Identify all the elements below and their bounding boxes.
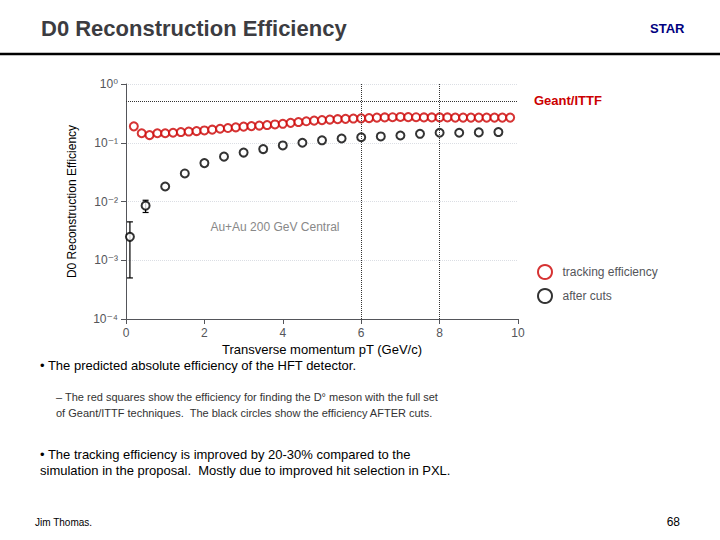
svg-text:of Geant/ITTF techniques. The: of Geant/ITTF techniques. The black circ… — [56, 407, 432, 419]
svg-text:– The red squares show the eff: – The red squares show the efficiency fo… — [56, 391, 438, 403]
svg-text:2: 2 — [201, 326, 208, 340]
svg-text:68: 68 — [667, 515, 681, 529]
svg-text:• The tracking efficiency is i: • The tracking efficiency is improved by… — [40, 447, 410, 462]
svg-text:D0 Reconstruction Efficiency: D0 Reconstruction Efficiency — [65, 125, 79, 278]
svg-text:10⁻⁴: 10⁻⁴ — [93, 312, 118, 326]
svg-text:10: 10 — [511, 326, 525, 340]
svg-text:D0 Reconstruction Efficiency: D0 Reconstruction Efficiency — [41, 16, 347, 41]
svg-text:4: 4 — [279, 326, 286, 340]
svg-text:after cuts: after cuts — [563, 289, 612, 303]
svg-text:Jim Thomas.: Jim Thomas. — [35, 517, 92, 528]
svg-text:tracking efficiency: tracking efficiency — [563, 265, 658, 279]
svg-text:10⁰: 10⁰ — [100, 77, 118, 91]
svg-text:• The predicted absolute effic: • The predicted absolute efficiency of t… — [40, 358, 356, 373]
svg-text:Au+Au 200 GeV Central: Au+Au 200 GeV Central — [210, 220, 339, 234]
svg-text:8: 8 — [436, 326, 443, 340]
svg-text:10⁻¹: 10⁻¹ — [94, 136, 118, 150]
svg-text:Geant/ITTF: Geant/ITTF — [534, 93, 602, 108]
svg-text:STAR: STAR — [650, 21, 685, 36]
svg-text:Transverse momentum pT (GeV/c): Transverse momentum pT (GeV/c) — [222, 342, 422, 357]
svg-text:0: 0 — [123, 326, 130, 340]
svg-text:6: 6 — [358, 326, 365, 340]
svg-text:10⁻³: 10⁻³ — [94, 253, 118, 267]
svg-text:10⁻²: 10⁻² — [94, 195, 118, 209]
svg-text:simulation in the proposal. M: simulation in the proposal. Mostly due t… — [40, 463, 450, 478]
